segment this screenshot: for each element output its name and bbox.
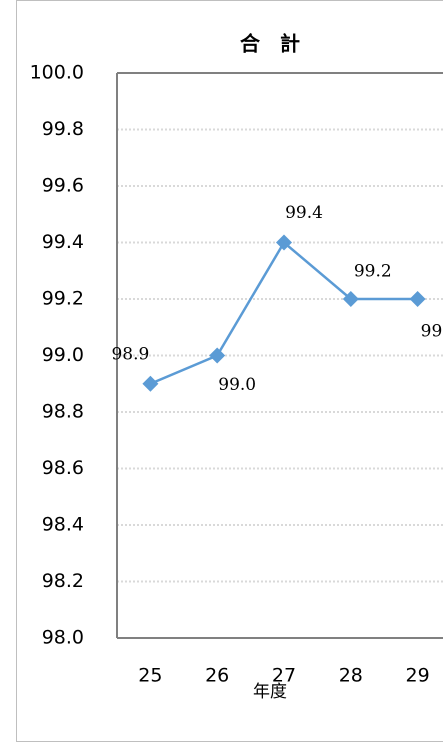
marker [342, 291, 359, 307]
data-label: 99.0 [218, 375, 256, 395]
data-label: 99.2 [421, 322, 443, 342]
y-tick-label: 98.0 [42, 627, 84, 649]
x-axis-label: 年度 [253, 682, 287, 702]
y-tick-label: 99.8 [42, 118, 84, 140]
x-tick-label: 28 [339, 665, 363, 687]
y-tick-label: 99.6 [42, 175, 84, 197]
data-label: 99.2 [354, 262, 392, 282]
x-tick-label: 26 [205, 665, 229, 687]
y-tick-label: 99.0 [42, 344, 84, 366]
y-tick-label: 98.4 [42, 514, 84, 536]
x-tick-label: 27 [272, 665, 296, 687]
x-tick-label: 29 [406, 665, 430, 687]
marker [209, 347, 226, 364]
x-tick-label: 25 [138, 665, 162, 687]
y-tick-label: 99.2 [42, 288, 84, 310]
data-label: 98.9 [111, 344, 149, 364]
y-tick-label: 99.4 [42, 231, 84, 253]
marker [142, 375, 159, 392]
marker [276, 234, 292, 251]
chart-title: 合 計 [240, 32, 300, 56]
marker [409, 291, 426, 307]
data-label: 99.4 [285, 203, 323, 223]
y-tick-label: 98.8 [42, 401, 84, 423]
y-tick-label: 98.2 [42, 570, 84, 592]
y-tick-label: 98.6 [42, 457, 84, 479]
y-tick-label: 100.0 [30, 62, 84, 84]
